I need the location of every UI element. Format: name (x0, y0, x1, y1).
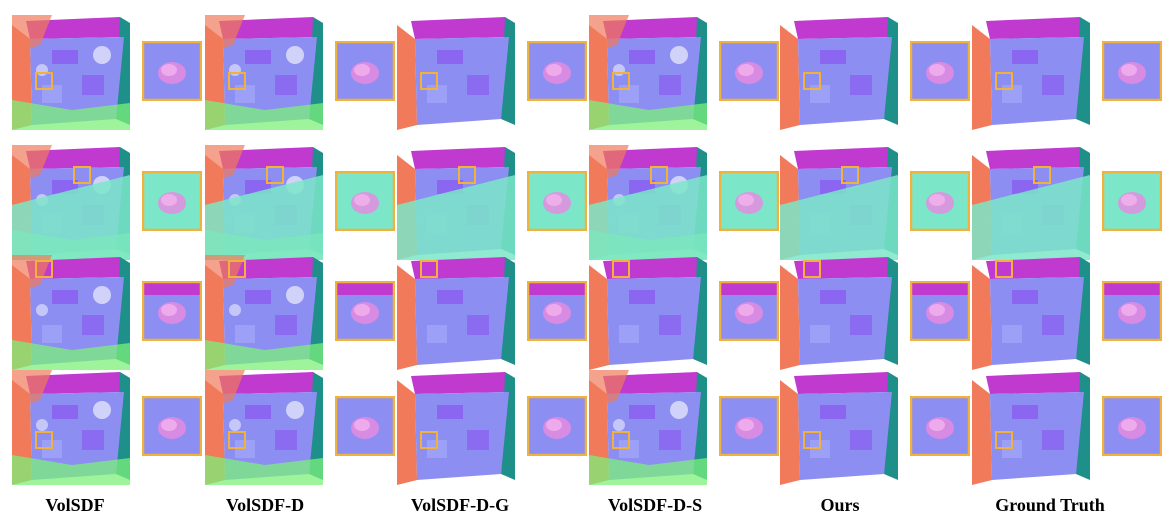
render-volsdf-d-scene-3 (205, 255, 323, 370)
render-volsdf-d-g-scene-4 (397, 372, 515, 485)
zoom-ours-scene-4 (910, 395, 970, 456)
zoom-volsdf-d-s-scene-3 (719, 280, 779, 341)
caption-volsdf: VolSDF (45, 495, 105, 515)
zoom-volsdf-d-g-scene-2 (527, 170, 587, 231)
zoom-ours-scene-1 (910, 40, 970, 101)
zoom-volsdf-d-g-scene-1 (527, 40, 587, 101)
caption-volsdf-d: VolSDF-D (225, 495, 305, 515)
caption-ground-truth: Ground Truth (995, 495, 1105, 515)
render-ours-scene-1 (780, 17, 898, 130)
zoom-volsdf-scene-4 (142, 395, 202, 456)
zoom-volsdf-d-s-scene-2 (719, 170, 779, 231)
zoom-ours-scene-2 (910, 170, 970, 231)
render-volsdf-scene-4 (12, 370, 130, 485)
caption-ours: Ours (820, 495, 860, 515)
render-volsdf-d-s-scene-3 (589, 257, 707, 370)
caption-volsdf-d-s: VolSDF-D-S (607, 495, 703, 515)
zoom-ground-truth-scene-2 (1102, 170, 1162, 231)
render-volsdf-d-scene-2 (205, 145, 323, 260)
zoom-volsdf-d-scene-2 (335, 170, 395, 231)
render-volsdf-d-scene-1 (205, 15, 323, 130)
render-volsdf-scene-1 (12, 15, 130, 130)
zoom-volsdf-d-s-scene-1 (719, 40, 779, 101)
render-ours-scene-4 (780, 372, 898, 485)
render-ground-truth-scene-2 (972, 147, 1090, 260)
zoom-volsdf-d-scene-3 (335, 280, 395, 341)
zoom-ours-scene-3 (910, 280, 970, 341)
zoom-volsdf-scene-3 (142, 280, 202, 341)
render-ground-truth-scene-4 (972, 372, 1090, 485)
zoom-volsdf-scene-1 (142, 40, 202, 101)
render-volsdf-d-scene-4 (205, 370, 323, 485)
render-volsdf-d-s-scene-2 (589, 145, 707, 260)
zoom-ground-truth-scene-1 (1102, 40, 1162, 101)
render-volsdf-d-g-scene-2 (397, 147, 515, 260)
zoom-volsdf-d-s-scene-4 (719, 395, 779, 456)
zoom-volsdf-d-scene-4 (335, 395, 395, 456)
render-ground-truth-scene-1 (972, 17, 1090, 130)
render-volsdf-d-s-scene-4 (589, 370, 707, 485)
render-volsdf-d-g-scene-3 (397, 257, 515, 370)
render-volsdf-d-g-scene-1 (397, 17, 515, 130)
render-ours-scene-2 (780, 147, 898, 260)
render-volsdf-scene-2 (12, 145, 130, 260)
render-ground-truth-scene-3 (972, 257, 1090, 370)
zoom-volsdf-d-g-scene-4 (527, 395, 587, 456)
render-volsdf-d-s-scene-1 (589, 15, 707, 130)
render-ours-scene-3 (780, 257, 898, 370)
zoom-volsdf-scene-2 (142, 170, 202, 231)
caption-volsdf-d-g: VolSDF-D-G (410, 495, 510, 515)
zoom-volsdf-d-scene-1 (335, 40, 395, 101)
zoom-volsdf-d-g-scene-3 (527, 280, 587, 341)
zoom-ground-truth-scene-4 (1102, 395, 1162, 456)
render-volsdf-scene-3 (12, 255, 130, 370)
zoom-ground-truth-scene-3 (1102, 280, 1162, 341)
